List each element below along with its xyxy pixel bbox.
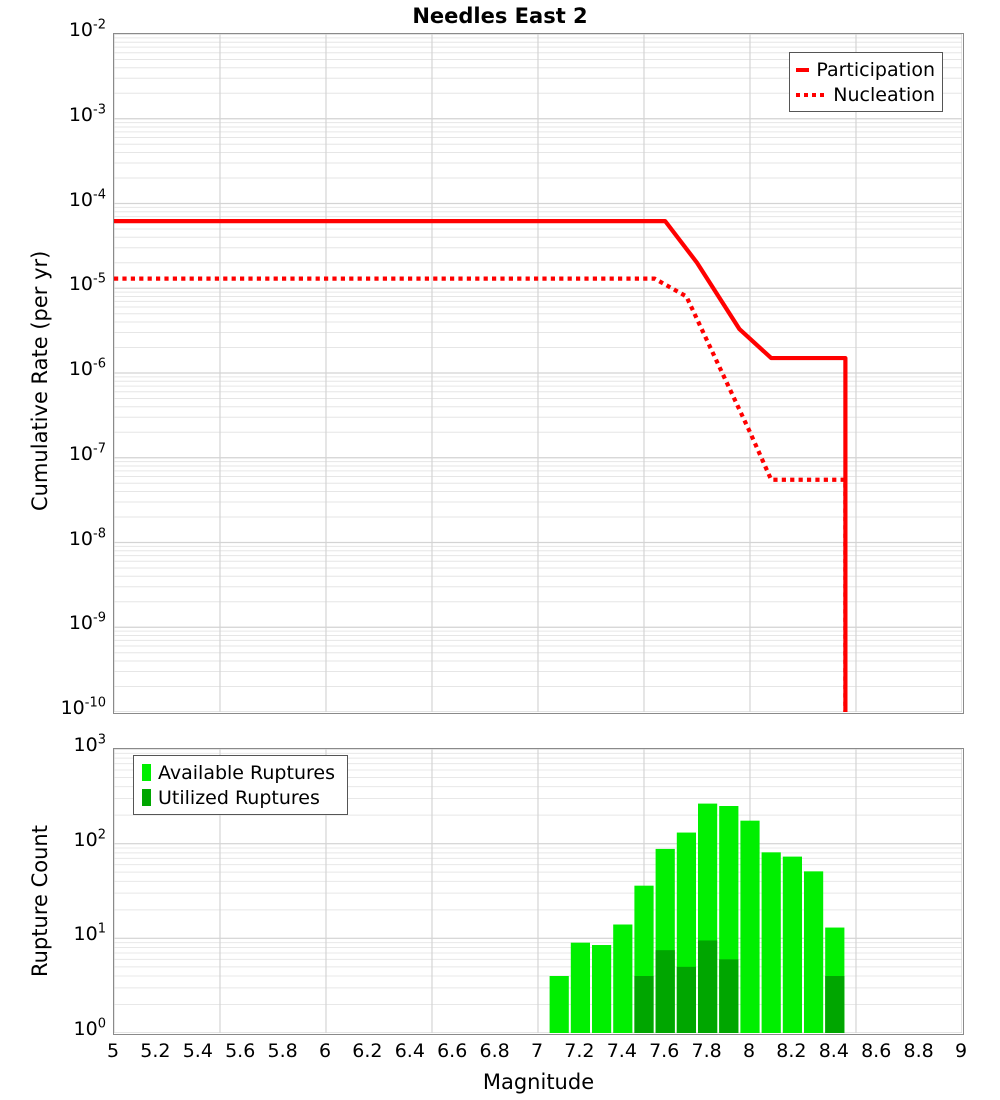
- bottom-legend: Available Ruptures Utilized Ruptures: [133, 755, 348, 815]
- x-tick: 5.2: [140, 1040, 171, 1062]
- bottom-y-tick: 101: [73, 922, 106, 946]
- x-tick: 7.6: [649, 1040, 680, 1062]
- top-y-tick: 10-2: [68, 17, 106, 41]
- bar-utilized: [825, 976, 845, 1033]
- top-y-tick: 10-3: [68, 102, 106, 126]
- bar-available: [570, 942, 590, 1033]
- legend-entry: Participation: [796, 57, 935, 82]
- x-tick: 8.8: [903, 1040, 934, 1062]
- x-axis-label: Magnitude: [482, 1070, 595, 1094]
- x-tick: 7: [530, 1040, 544, 1062]
- bar-utilized: [676, 966, 696, 1033]
- x-tick: 5.8: [267, 1040, 298, 1062]
- bar-available: [740, 820, 760, 1033]
- bar-utilized: [634, 976, 654, 1033]
- bar-available: [613, 924, 633, 1033]
- bottom-y-axis-label: Rupture Count: [28, 824, 52, 977]
- bottom-y-tick: 102: [73, 827, 106, 851]
- x-tick: 8.4: [818, 1040, 849, 1062]
- cumulative-rate-plot: [113, 33, 964, 714]
- x-tick: 7.8: [691, 1040, 722, 1062]
- x-tick: 6: [318, 1040, 332, 1062]
- bottom-y-tick: 100: [73, 1016, 106, 1040]
- bar-available: [804, 871, 824, 1033]
- top-y-tick: 10-6: [68, 356, 106, 380]
- color-swatch: [142, 789, 151, 806]
- bar-utilized: [719, 959, 739, 1033]
- x-tick: 7.4: [606, 1040, 637, 1062]
- top-y-tick: 10-5: [68, 271, 106, 296]
- x-tick: 7.2: [564, 1040, 595, 1062]
- x-tick: 6.4: [394, 1040, 425, 1062]
- legend-entry: Utilized Ruptures: [140, 785, 340, 810]
- solid-line-swatch: [796, 67, 810, 72]
- legend-label: Nucleation: [833, 83, 935, 106]
- x-tick: 6.8: [479, 1040, 510, 1062]
- top-y-tick: 10-4: [68, 187, 106, 211]
- bar-available: [782, 856, 802, 1033]
- bar-utilized: [698, 940, 718, 1033]
- x-tick: 5.4: [182, 1040, 213, 1062]
- legend-label: Participation: [816, 58, 935, 81]
- bar-utilized: [655, 950, 675, 1033]
- series-nucleation: [114, 276, 848, 712]
- legend-label: Available Ruptures: [158, 761, 335, 784]
- x-tick: 8: [742, 1040, 756, 1062]
- bar-available: [592, 945, 612, 1033]
- legend-label: Utilized Ruptures: [158, 786, 320, 809]
- top-y-tick: 10-9: [68, 610, 106, 635]
- cumulative-rate-canvas: [114, 34, 962, 712]
- top-y-tick: 10-8: [68, 526, 106, 550]
- x-tick: 9: [954, 1040, 968, 1062]
- top-y-tick: 10-7: [68, 441, 106, 465]
- bar-available: [761, 852, 781, 1033]
- top-legend: Participation Nucleation: [789, 52, 943, 112]
- x-tick: 8.2: [776, 1040, 807, 1062]
- bar-available: [549, 976, 569, 1033]
- legend-entry: Nucleation: [796, 82, 935, 107]
- dotted-line-swatch: [796, 92, 827, 97]
- series-participation: [114, 218, 848, 712]
- x-tick: 5: [106, 1040, 120, 1062]
- top-y-tick: 10-10: [60, 695, 106, 719]
- page-title: Needles East 2: [412, 4, 588, 28]
- top-y-axis-label: Cumulative Rate (per yr): [28, 250, 52, 511]
- x-tick: 6.2: [352, 1040, 383, 1062]
- bottom-y-tick: 103: [73, 732, 106, 756]
- x-tick: 5.6: [225, 1040, 256, 1062]
- color-swatch: [142, 764, 151, 781]
- x-tick: 6.6: [437, 1040, 468, 1062]
- x-tick: 8.6: [861, 1040, 892, 1062]
- legend-entry: Available Ruptures: [140, 760, 340, 785]
